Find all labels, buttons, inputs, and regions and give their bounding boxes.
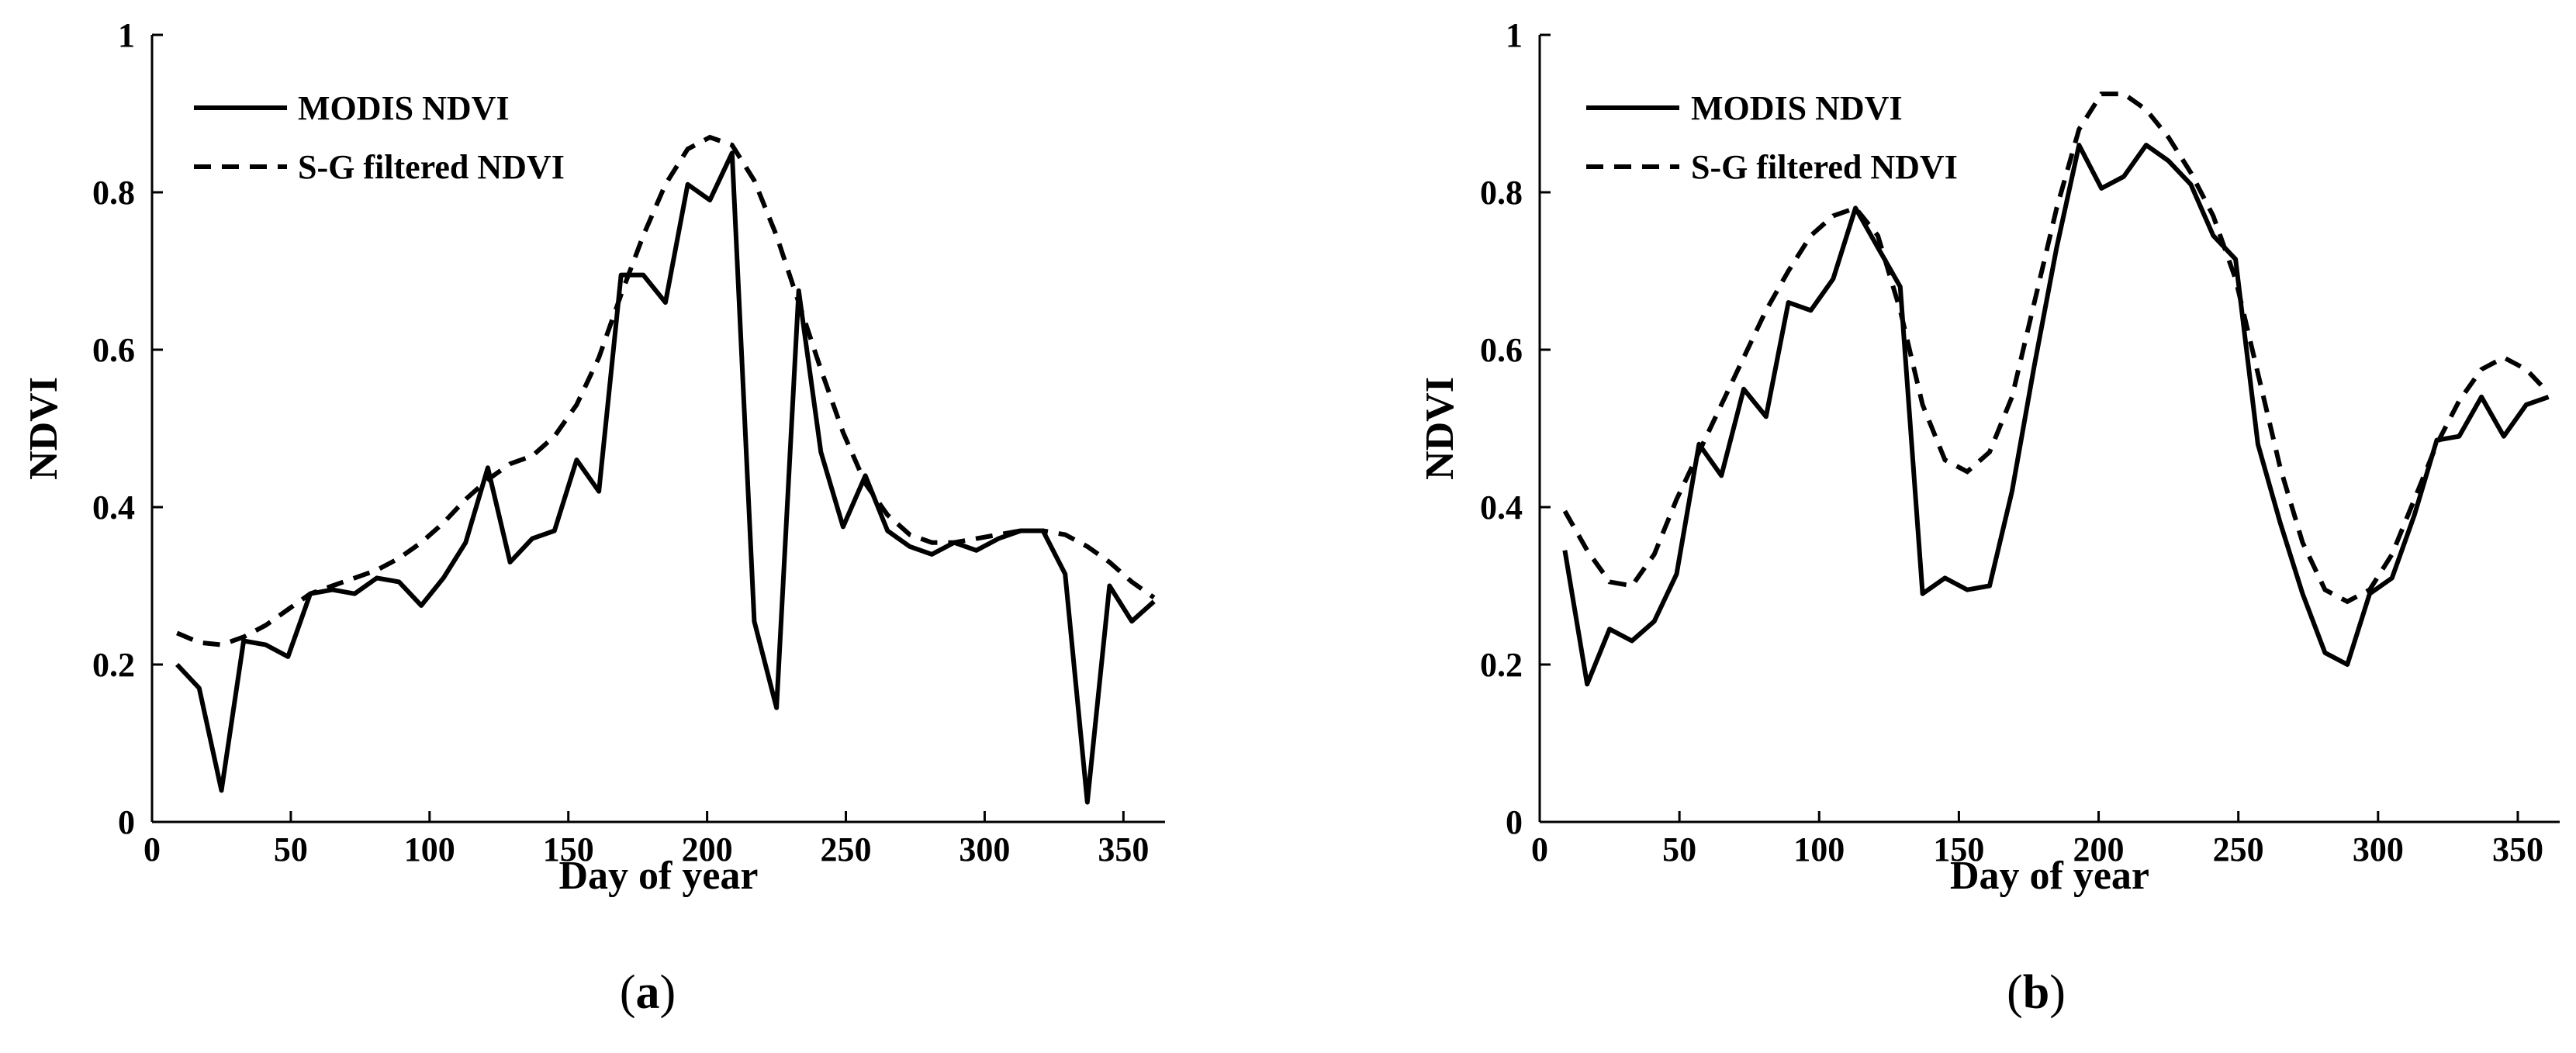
- x-tick-label: 100: [1793, 830, 1845, 868]
- y-axis-title: NDVI: [22, 377, 66, 480]
- y-tick-label: 0.8: [92, 174, 135, 212]
- x-tick-label: 150: [543, 830, 594, 868]
- legend-label: MODIS NDVI: [298, 89, 510, 127]
- y-tick-label: 0.6: [1480, 331, 1523, 369]
- y-tick-label: 0.2: [1480, 646, 1523, 684]
- y-tick-label: 1: [1506, 16, 1523, 54]
- x-tick-label: 250: [2213, 830, 2264, 868]
- x-tick-label: 350: [2492, 830, 2543, 868]
- series-line-modis-ndvi: [1562, 143, 2550, 687]
- x-tick-label: 50: [274, 830, 308, 868]
- legend: MODIS NDVI S-G filtered NDVI: [1586, 89, 1958, 186]
- x-tick-label: 50: [1662, 830, 1696, 868]
- series-line-sg-filtered-ndvi: [1562, 91, 2550, 605]
- y-tick-label: 0.6: [92, 331, 135, 369]
- y-tick-label: 0.4: [92, 489, 135, 526]
- panel-letter: b: [2023, 966, 2049, 1019]
- x-tick-label: 200: [682, 830, 733, 868]
- chart-panel-b: 0 50 100 150 200 250 300 350 0 0.2 0.4 0.6 0.8 1 Day o…: [1418, 16, 2560, 1019]
- legend-label: S-G filtered NDVI: [298, 148, 565, 186]
- y-tick-label: 0: [1506, 803, 1523, 841]
- legend-label: S-G filtered NDVI: [1691, 148, 1958, 186]
- series-line-sg-filtered-ndvi: [176, 134, 1156, 647]
- panel-letter: a: [636, 966, 660, 1019]
- x-tick-label: 0: [143, 830, 161, 868]
- x-tick-label: 100: [404, 830, 455, 868]
- legend-label: MODIS NDVI: [1691, 89, 1903, 127]
- x-tick-label: 200: [2073, 830, 2125, 868]
- x-tick-label: 300: [959, 830, 1010, 868]
- y-tick-label: 0.8: [1480, 174, 1523, 212]
- x-tick-label: 0: [1531, 830, 1548, 868]
- y-tick-label: 1: [118, 16, 135, 54]
- x-axis-title: Day of year: [558, 854, 758, 898]
- x-axis-title: Day of year: [1950, 854, 2149, 898]
- x-tick-label: 350: [1098, 830, 1149, 868]
- series-line-modis-ndvi: [175, 150, 1156, 805]
- x-tick-label: 250: [821, 830, 872, 868]
- y-tick-label: 0.2: [92, 646, 135, 684]
- legend: MODIS NDVI S-G filtered NDVI: [194, 89, 565, 186]
- y-axis-title: NDVI: [1418, 377, 1462, 480]
- panel-label: (a): [620, 966, 676, 1019]
- x-tick-label: 300: [2353, 830, 2404, 868]
- y-tick-label: 0: [118, 803, 135, 841]
- y-tick-label: 0.4: [1480, 489, 1523, 526]
- panel-label: (b): [2007, 966, 2066, 1019]
- chart-panel-a: 0 50 100 150 200 250 300 350 0 0.2 0.4 0.6 0.8 1 Day o…: [22, 16, 1165, 1019]
- x-tick-label: 150: [1933, 830, 1984, 868]
